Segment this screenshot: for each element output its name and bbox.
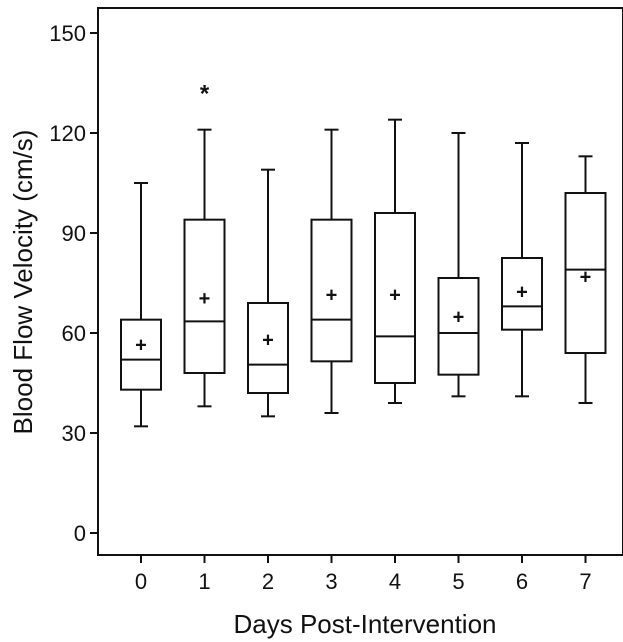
plot-frame <box>97 7 623 556</box>
x-tick-label: 2 <box>262 569 274 594</box>
mean-marker: + <box>326 285 338 307</box>
y-axis: 0 30 60 90 120 150 <box>49 21 98 546</box>
box-day-2: + <box>247 168 289 418</box>
y-tick-label: 60 <box>62 321 86 346</box>
mean-marker: + <box>580 266 592 288</box>
box-day-0: + <box>120 182 162 428</box>
box-day-3: + <box>310 128 353 414</box>
iqr-box <box>247 302 289 394</box>
box-day-4: + <box>374 118 416 404</box>
y-tick-label: 150 <box>49 21 86 46</box>
y-tick-label: 0 <box>74 521 86 546</box>
x-tick-label: 3 <box>325 569 337 594</box>
box-day-5: + <box>437 132 480 398</box>
mean-marker: + <box>516 281 528 303</box>
x-tick-label: 7 <box>579 569 591 594</box>
x-axis: 0 1 2 3 4 5 6 7 <box>135 555 592 594</box>
x-axis-title: Days Post-Intervention <box>233 609 496 639</box>
box-day-7: + <box>564 155 607 404</box>
iqr-box <box>310 218 353 363</box>
outlier-marker: * <box>200 80 210 107</box>
iqr-box <box>120 318 162 391</box>
y-axis-title: Blood Flow Velocity (cm/s) <box>8 130 38 435</box>
y-tick-label: 30 <box>62 421 86 446</box>
x-tick-label: 1 <box>198 569 210 594</box>
mean-marker: + <box>135 335 147 357</box>
mean-marker: + <box>453 306 465 328</box>
x-tick-label: 5 <box>452 569 464 594</box>
iqr-box <box>564 192 607 354</box>
iqr-box <box>374 212 416 384</box>
x-tick-label: 6 <box>516 569 528 594</box>
mean-marker: + <box>199 288 211 310</box>
iqr-box <box>501 257 543 331</box>
iqr-box <box>183 218 226 374</box>
x-tick-label: 4 <box>389 569 401 594</box>
mean-marker: + <box>262 330 274 352</box>
box-day-1: +* <box>183 80 226 408</box>
mean-marker: + <box>389 285 401 307</box>
iqr-box <box>437 277 480 376</box>
boxes-layer: ++*++ ++++ <box>120 80 607 428</box>
box-day-6: + <box>501 142 543 398</box>
y-tick-label: 120 <box>49 121 86 146</box>
y-tick-label: 90 <box>62 221 86 246</box>
x-tick-label: 0 <box>135 569 147 594</box>
